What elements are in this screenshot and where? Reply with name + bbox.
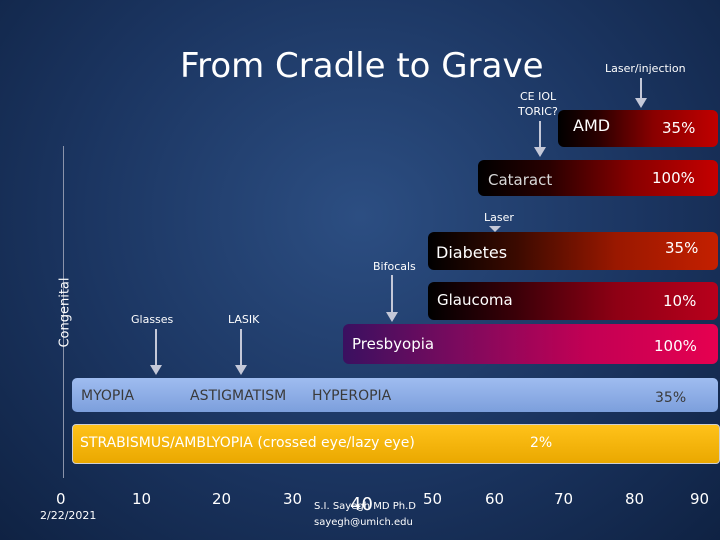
bifocals-label: Bifocals — [373, 260, 416, 273]
tick-10: 10 — [132, 490, 152, 508]
amd-label: AMD — [573, 116, 611, 135]
strabismus-percent: 2% — [530, 435, 553, 451]
laser-label: Laser — [484, 211, 514, 224]
presbyopia-label: Presbyopia — [352, 335, 435, 353]
tick-30: 30 — [283, 490, 303, 508]
diabetes-bar — [428, 232, 718, 270]
amd-bar — [558, 110, 718, 147]
email-label: sayegh@umich.edu — [314, 517, 413, 528]
tick-0: 0 — [56, 490, 66, 508]
cataract-label: Cataract — [488, 171, 553, 189]
refractive-bar — [72, 378, 718, 412]
tick-40: 40 — [350, 494, 373, 515]
glasses-label: Glasses — [131, 313, 174, 326]
hyperopia-label: HYPEROPIA — [312, 388, 392, 404]
glaucoma-bar — [428, 282, 718, 320]
lasik-label: LASIK — [228, 313, 260, 326]
ce-iol-label: CE IOL — [520, 90, 557, 103]
tick-60: 60 — [485, 490, 505, 508]
amd-percent: 35% — [662, 119, 696, 137]
strabismus-label: STRABISMUS/AMBLYOPIA (crossed eye/lazy e… — [80, 435, 415, 451]
toric-label: TORIC? — [518, 105, 558, 118]
tick-20: 20 — [212, 490, 232, 508]
astigmatism-label: ASTIGMATISM — [190, 388, 287, 404]
author-label: S.I. Sayegh MD Ph.D — [314, 501, 416, 512]
glaucoma-percent: 10% — [663, 292, 697, 310]
tick-90: 90 — [690, 490, 710, 508]
presbyopia-bar — [343, 324, 718, 364]
myopia-label: MYOPIA — [81, 388, 135, 404]
tick-70: 70 — [554, 490, 574, 508]
presbyopia-percent: 100% — [654, 337, 697, 355]
diabetes-label: Diabetes — [436, 243, 508, 262]
glaucoma-label: Glaucoma — [437, 291, 513, 309]
refractive-percent: 35% — [655, 390, 687, 406]
cataract-bar — [478, 160, 718, 196]
vertical-axis-line — [63, 146, 64, 478]
cataract-percent: 100% — [652, 169, 695, 187]
diabetes-percent: 35% — [665, 239, 699, 257]
congenital-label: Congenital — [57, 277, 73, 348]
date-label: 2/22/2021 — [40, 509, 97, 522]
tick-50: 50 — [423, 490, 443, 508]
laser-injection-label: Laser/injection — [605, 62, 686, 75]
tick-80: 80 — [625, 490, 645, 508]
strabismus-bar — [72, 424, 720, 464]
slide-title: From Cradle to Grave — [180, 46, 544, 86]
